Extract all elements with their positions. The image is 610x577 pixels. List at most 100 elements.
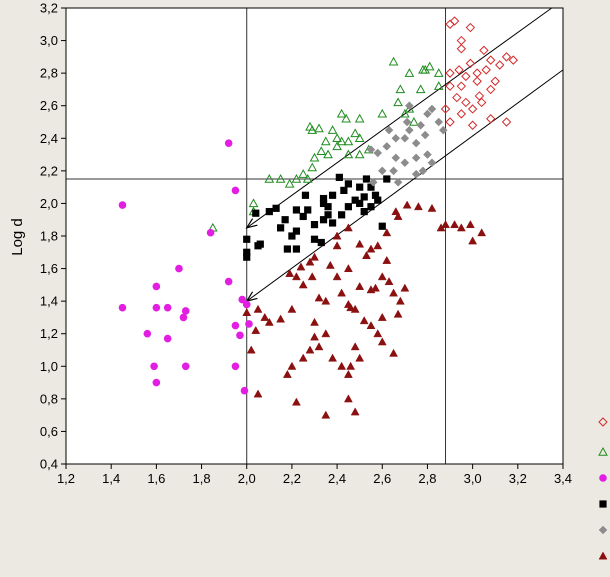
data-point: [405, 101, 414, 111]
data-point: [368, 177, 378, 187]
data-point: [260, 312, 270, 321]
y-tick-label: 2,8: [40, 66, 58, 81]
data-point: [362, 251, 371, 259]
data-point: [393, 309, 403, 318]
data-point: [243, 248, 251, 256]
series-3: [243, 173, 391, 261]
data-point: [456, 109, 467, 119]
data-point: [400, 283, 410, 292]
y-tick-label: 1,0: [40, 359, 58, 374]
data-point: [298, 353, 308, 362]
data-point: [411, 169, 421, 179]
x-tick-label: 2,6: [373, 471, 391, 486]
data-point: [276, 314, 286, 323]
data-point: [324, 203, 332, 211]
data-point: [242, 308, 252, 316]
data-point: [328, 353, 337, 362]
data-point: [336, 108, 347, 118]
series-2: [118, 139, 253, 395]
data-point: [378, 222, 386, 230]
legend-symbol: [598, 551, 608, 560]
data-point: [495, 60, 505, 70]
data-point: [317, 238, 325, 247]
x-tick-label: 1,6: [147, 471, 165, 486]
data-point: [427, 158, 437, 168]
data-point: [328, 219, 337, 227]
data-point: [479, 45, 489, 56]
data-point: [383, 175, 391, 183]
data-point: [287, 304, 297, 313]
data-point: [152, 282, 161, 291]
data-point: [305, 345, 315, 354]
data-point: [465, 22, 476, 33]
data-point: [337, 361, 347, 370]
data-point: [415, 84, 426, 94]
data-point: [281, 216, 289, 224]
data-point: [468, 236, 478, 245]
data-point: [332, 141, 342, 151]
data-point: [305, 121, 315, 131]
data-point: [163, 303, 172, 312]
legend-symbol: [598, 525, 608, 535]
data-point: [441, 220, 450, 229]
data-point: [476, 97, 487, 108]
x-tick-label: 2,4: [328, 471, 346, 486]
data-point: [377, 272, 387, 281]
data-point: [356, 183, 364, 191]
data-point: [354, 133, 365, 142]
x-tick-label: 2,0: [238, 471, 256, 486]
y-axis: 0,4 0,6 0,8 1,0 1,2 1,4 1,6 1,8 2,0 2,2 2,4 2,6 2,8 3…: [40, 1, 66, 472]
data-point: [240, 386, 249, 395]
data-point: [272, 204, 280, 212]
data-point: [292, 227, 301, 235]
data-point: [350, 342, 360, 351]
data-point: [413, 202, 423, 211]
y-tick-label: 1,8: [40, 229, 58, 244]
data-point: [501, 52, 512, 62]
data-point: [181, 307, 190, 315]
data-point: [411, 153, 421, 163]
data-point: [150, 362, 158, 371]
data-point: [374, 196, 382, 204]
data-point: [291, 173, 302, 183]
data-point: [340, 186, 348, 194]
x-tick-label: 2,2: [283, 471, 301, 486]
data-point: [416, 120, 426, 130]
data-point: [409, 116, 419, 126]
y-tick-label: 1,6: [40, 261, 58, 276]
data-point: [433, 68, 444, 77]
y-tick-label: 1,2: [40, 326, 58, 341]
data-point: [305, 257, 315, 266]
data-point: [231, 321, 240, 330]
data-point: [344, 180, 352, 188]
data-point: [118, 303, 127, 312]
data-point: [389, 288, 398, 297]
data-point: [310, 332, 319, 341]
y-tick-label: 0,8: [40, 391, 58, 406]
data-point: [355, 281, 365, 290]
data-point: [472, 76, 482, 86]
data-point: [242, 300, 251, 309]
data-point: [253, 389, 263, 398]
data-point: [456, 44, 467, 54]
data-point: [354, 149, 365, 159]
data-point: [310, 317, 319, 326]
data-point: [231, 186, 240, 195]
data-point: [400, 158, 410, 168]
data-point: [264, 317, 274, 326]
y-tick-label: 1,4: [40, 294, 58, 309]
data-point: [346, 303, 356, 312]
data-point: [243, 235, 251, 243]
data-point: [343, 223, 353, 232]
data-point: [310, 252, 319, 261]
data-point: [445, 117, 455, 127]
data-point: [292, 272, 301, 281]
data-point: [181, 362, 190, 371]
data-point: [310, 221, 319, 229]
data-point: [175, 264, 183, 273]
data-point: [377, 108, 388, 118]
series-5: [242, 200, 487, 419]
data-point: [486, 84, 496, 95]
data-point: [360, 193, 368, 201]
